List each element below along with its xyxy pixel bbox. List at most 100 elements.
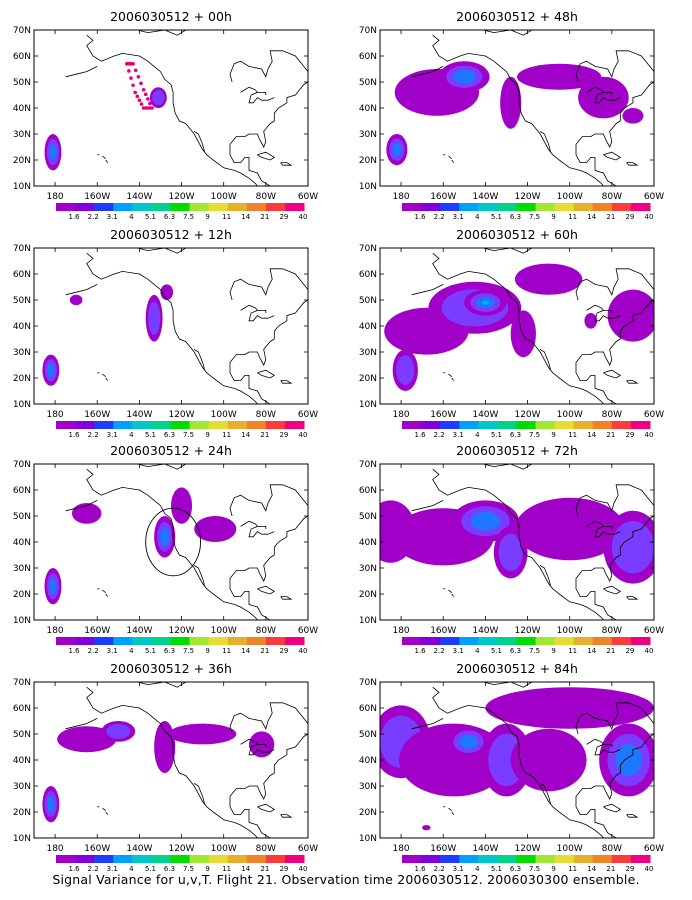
colorbar-label: 40 — [299, 647, 308, 655]
panel-frame — [33, 247, 309, 405]
variance-blob — [47, 363, 55, 378]
colorbar-label: 6.3 — [164, 647, 175, 655]
colorbar-swatch — [516, 203, 537, 211]
lat-tick-label: 50N — [13, 78, 31, 88]
coastline — [102, 807, 106, 812]
colorbar-swatch — [189, 637, 210, 645]
colorbar-swatch — [592, 203, 613, 211]
colorbar-swatch — [573, 637, 594, 645]
lon-tick-label: 140W — [126, 410, 152, 420]
colorbar-swatch — [189, 855, 210, 863]
colorbar-swatch — [516, 855, 537, 863]
colorbar-swatch — [132, 421, 152, 429]
colorbar-swatch — [246, 203, 267, 211]
colorbar-swatch — [440, 855, 460, 863]
colorbar-swatch — [421, 637, 441, 645]
colorbar-swatch — [497, 203, 517, 211]
coastline — [65, 500, 98, 512]
colorbar-label: 21 — [606, 213, 615, 221]
lat-tick-label: 60N — [13, 486, 31, 496]
variance-blob — [514, 263, 583, 295]
colorbar-label: 7.5 — [529, 647, 540, 655]
colorbar-label: 21 — [260, 213, 269, 221]
colorbar-label: 40 — [645, 431, 654, 439]
coastline — [603, 803, 622, 813]
variance-blob — [160, 284, 174, 301]
colorbar-swatch — [497, 855, 517, 863]
lat-tick-label: 60N — [13, 704, 31, 714]
variance-blob — [470, 512, 501, 531]
colorbar-label: 7.5 — [529, 431, 540, 439]
colorbar-label: 2.2 — [434, 213, 445, 221]
colorbar-swatch — [151, 203, 171, 211]
colorbar-label: 1.6 — [69, 431, 81, 439]
lon-tick-label: 160W — [430, 844, 456, 854]
colorbar-swatch — [208, 421, 229, 429]
coastline — [575, 299, 654, 404]
colorbar-label: 29 — [279, 647, 288, 655]
coastline — [432, 468, 604, 620]
coastline — [451, 159, 455, 163]
flight-track-point — [133, 90, 137, 95]
colorbar-label: 7.5 — [183, 213, 194, 221]
lat-tick-label: 40N — [359, 756, 377, 766]
variance-blob — [498, 533, 523, 572]
panel-title: 2006030512 + 00h — [110, 9, 232, 24]
variance-blob — [510, 310, 536, 358]
colorbar-label: 1.6 — [415, 431, 427, 439]
colorbar-swatch — [554, 637, 575, 645]
colorbar-label: 40 — [299, 431, 308, 439]
colorbar-label: 4 — [129, 865, 134, 873]
colorbar-label: 29 — [279, 213, 288, 221]
flight-track-point — [139, 102, 144, 106]
variance-blob — [152, 90, 165, 106]
variance-blob — [611, 520, 654, 574]
colorbar-label: 6.3 — [510, 865, 521, 873]
lon-tick-label: 100W — [211, 626, 237, 636]
lat-tick-label: 60N — [13, 270, 31, 280]
colorbar-swatch — [284, 855, 305, 863]
colorbar-swatch — [265, 203, 286, 211]
colorbar-label: 14 — [587, 431, 596, 439]
lon-tick-label: 60W — [298, 192, 318, 202]
colorbar-swatch — [75, 203, 95, 211]
coastline — [575, 515, 654, 620]
lon-tick-label: 80W — [256, 410, 276, 420]
lon-tick-label: 100W — [557, 410, 583, 420]
flight-track-point — [148, 101, 152, 106]
colorbar-label: 4 — [475, 431, 480, 439]
lat-tick-label: 70N — [13, 460, 31, 470]
colorbar-label: 21 — [606, 865, 615, 873]
colorbar-label: 11 — [568, 865, 577, 873]
colorbar-label: 6.3 — [164, 431, 175, 439]
colorbar-label: 3.1 — [453, 213, 464, 221]
coastline — [603, 92, 613, 95]
colorbar-swatch — [630, 637, 651, 645]
lat-tick-label: 40N — [359, 322, 377, 332]
colorbar-swatch — [611, 637, 632, 645]
colorbar-swatch — [56, 203, 76, 211]
colorbar-swatch — [94, 637, 114, 645]
panel-title: 2006030512 + 24h — [110, 443, 232, 458]
coastline — [539, 131, 552, 153]
lon-tick-label: 120W — [168, 844, 194, 854]
colorbar-label: 14 — [241, 647, 250, 655]
coastline — [257, 744, 267, 747]
coastline — [461, 248, 533, 254]
lon-tick-label: 120W — [514, 410, 540, 420]
panel-title: 2006030512 + 36h — [110, 661, 232, 676]
lat-tick-label: 30N — [13, 564, 31, 574]
colorbar-swatch — [440, 421, 460, 429]
lon-tick-label: 60W — [644, 192, 664, 202]
colorbar-swatch — [535, 637, 556, 645]
coastline — [539, 349, 552, 371]
lon-tick-label: 80W — [602, 844, 622, 854]
coastline — [575, 50, 654, 83]
variance-blob — [49, 578, 57, 595]
coastline — [65, 66, 98, 78]
lon-tick-label: 100W — [211, 192, 237, 202]
colorbar-label: 9 — [551, 647, 555, 655]
map-panel: 2006030512 + 48h 10N 20N 30N 40N 50N 60N 70N 180… — [359, 9, 664, 221]
colorbar-swatch — [170, 421, 191, 429]
